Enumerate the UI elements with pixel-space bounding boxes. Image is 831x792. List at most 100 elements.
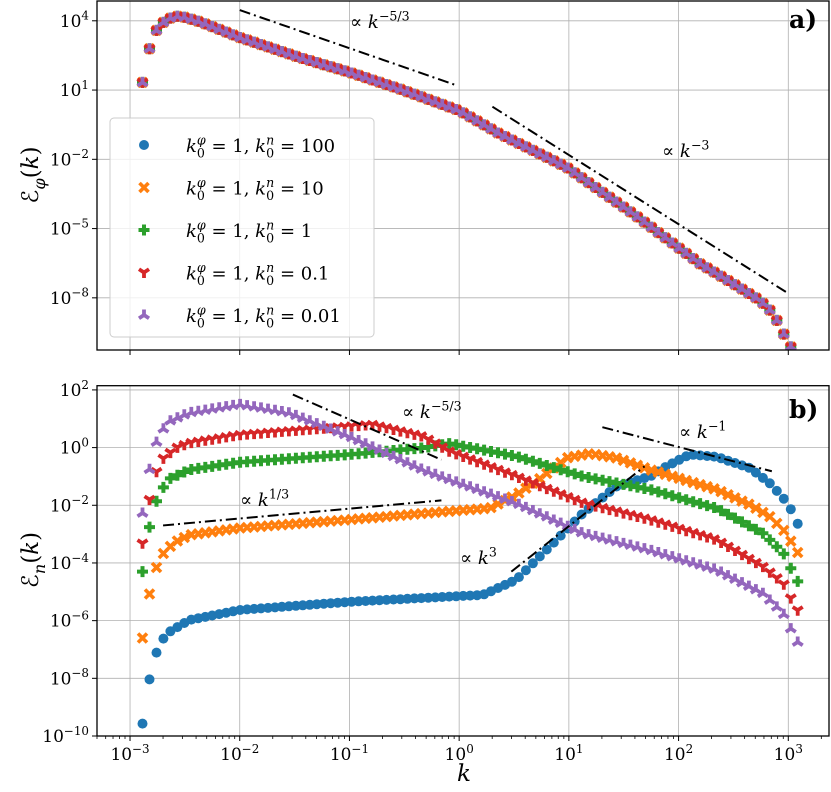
data-marker — [450, 449, 463, 460]
data-marker — [380, 447, 393, 459]
data-marker — [505, 469, 518, 481]
legend-marker-plus — [138, 224, 150, 236]
legend-label: k0φ = 1, k0n = 1 — [186, 217, 312, 245]
data-marker — [743, 498, 755, 510]
reference-line-label: ∝ k−1 — [679, 418, 726, 443]
legend-item: k0φ = 1, k0n = 0.1 — [137, 260, 329, 288]
data-marker — [353, 596, 364, 607]
data-marker — [464, 111, 477, 122]
data-marker — [722, 489, 734, 501]
data-marker — [505, 134, 518, 145]
data-marker — [596, 186, 609, 198]
data-marker — [721, 541, 735, 552]
legend-item: k0φ = 1, k0n = 100 — [139, 132, 335, 160]
data-marker — [171, 469, 183, 481]
data-marker — [534, 551, 545, 562]
data-marker — [150, 436, 163, 447]
data-marker — [164, 447, 177, 459]
data-marker — [471, 456, 484, 468]
data-marker — [429, 438, 442, 449]
reference-line — [292, 393, 442, 461]
y-tick-label: 10−8 — [50, 666, 89, 689]
reference-line-label: ∝ k1/3 — [240, 486, 289, 511]
data-marker — [554, 489, 567, 500]
data-marker — [136, 507, 149, 518]
data-marker — [541, 460, 553, 471]
data-marker — [527, 558, 538, 569]
legend-marker-tri_down — [137, 267, 151, 278]
data-marker — [735, 283, 749, 294]
data-marker — [394, 454, 407, 465]
panel-a: ∝ k−5/3 ∝ k−3 104 101 10−2 10−5 10−8 ℰφ(k) a) k0φ… — [18, 0, 830, 368]
data-marker — [144, 521, 155, 533]
legend-label: k0φ = 1, k0n = 0.1 — [186, 260, 329, 288]
data-marker — [793, 359, 803, 368]
data-marker — [680, 247, 693, 259]
data-marker — [143, 588, 156, 600]
data-marker — [763, 567, 776, 578]
data-marker — [708, 502, 720, 513]
data-marker — [757, 472, 768, 483]
data-marker — [610, 452, 623, 464]
data-marker — [694, 478, 706, 491]
data-marker — [736, 516, 748, 528]
data-marker — [652, 227, 665, 238]
data-marker — [687, 253, 700, 264]
data-marker — [715, 566, 728, 577]
legend-item: k0φ = 1, k0n = 0.01 — [137, 302, 341, 330]
data-marker — [158, 633, 169, 644]
data-marker — [715, 537, 728, 548]
data-marker — [498, 467, 512, 478]
data-marker — [784, 623, 797, 634]
reference-line — [239, 9, 456, 86]
data-marker — [763, 594, 776, 605]
data-marker — [548, 462, 560, 474]
data-marker — [541, 544, 552, 555]
y-tick-label: 10−8 — [50, 286, 89, 309]
y-tick-label: 10−4 — [50, 551, 89, 574]
data-marker — [150, 24, 163, 36]
data-marker — [756, 297, 769, 309]
data-marker — [520, 565, 531, 576]
legend-item: k0φ = 1, k0n = 10 — [138, 175, 324, 203]
panel-b: ∝ k−5/3 ∝ k1/3 ∝ k3 ∝ k−1 102 100 10−2 10−4 10−6… — [18, 378, 830, 787]
data-marker — [478, 459, 491, 470]
series-tri_up — [136, 398, 804, 647]
data-marker — [555, 464, 567, 476]
data-marker — [743, 520, 755, 532]
data-marker — [137, 566, 148, 578]
reference-line — [162, 499, 442, 527]
data-marker — [513, 451, 525, 463]
series-circle — [137, 449, 803, 729]
data-marker — [610, 196, 623, 207]
data-marker — [568, 494, 581, 506]
y-tick-label: 10−6 — [50, 608, 89, 631]
data-marker — [784, 593, 797, 604]
data-marker — [749, 584, 762, 595]
data-marker — [777, 328, 790, 339]
series-plus — [137, 438, 804, 587]
reference-line-label: ∝ k−5/3 — [402, 398, 462, 423]
data-marker — [450, 104, 463, 115]
data-marker — [164, 472, 176, 484]
data-marker — [561, 492, 574, 503]
data-marker — [526, 478, 539, 489]
data-marker — [715, 505, 727, 517]
data-marker — [666, 237, 679, 248]
data-marker — [708, 266, 721, 277]
x-tick-label: 100 — [445, 742, 474, 765]
data-marker — [603, 191, 616, 203]
data-marker — [157, 423, 170, 434]
data-marker — [471, 115, 484, 126]
data-marker — [457, 451, 470, 462]
y-tick-label: 10−5 — [50, 216, 89, 239]
data-marker — [638, 216, 651, 227]
data-marker — [792, 518, 803, 529]
y-axis-label: ℰφ(k) — [18, 146, 49, 203]
data-marker — [750, 502, 762, 514]
data-marker — [491, 127, 505, 138]
data-marker — [756, 561, 769, 573]
data-marker — [178, 466, 190, 478]
data-marker — [534, 457, 546, 469]
data-marker — [527, 455, 539, 467]
